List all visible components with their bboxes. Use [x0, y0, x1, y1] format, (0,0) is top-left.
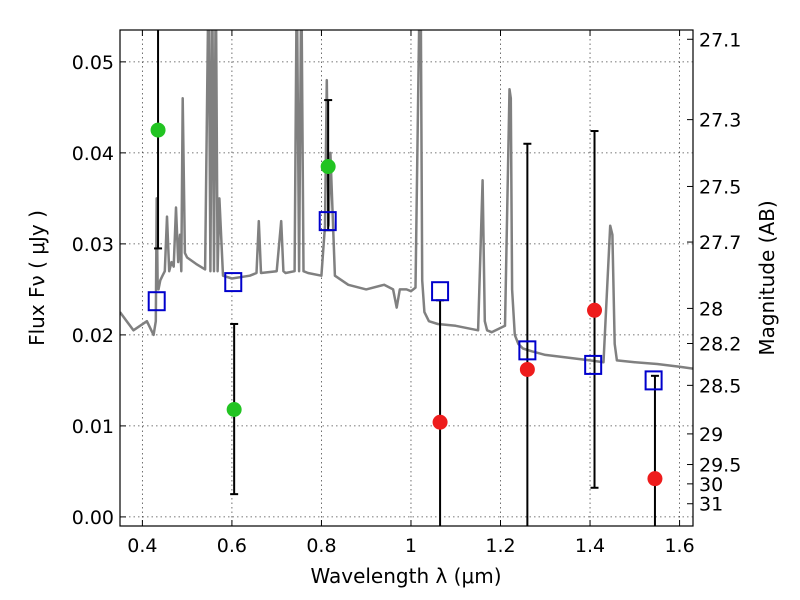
y-tick-label: 0.01 [72, 416, 114, 438]
y-axis-label: Flux Fν ( μJy ) [25, 210, 49, 346]
x-tick-label: 1 [405, 535, 417, 557]
x-axis-label: Wavelength λ (μm) [310, 564, 501, 588]
markers [147, 122, 663, 487]
detected-point [150, 122, 166, 138]
model-photometry-point [318, 211, 337, 232]
y-tick-label: 0.02 [72, 325, 114, 347]
x-tick-label: 1.6 [664, 535, 694, 557]
model-photometry-point [644, 370, 663, 391]
model-photometry-point [584, 354, 603, 375]
model-spectrum-line [120, 30, 693, 370]
y2-axis-label: Magnitude (AB) [755, 200, 779, 355]
y-tick-label: 0.00 [72, 507, 114, 529]
y2-tick-label: 28 [699, 298, 723, 320]
y-tick-label: 0.03 [72, 234, 114, 256]
x-tick-label: 0.8 [306, 535, 336, 557]
x-tick-label: 0.4 [127, 535, 157, 557]
y2-tick-label: 27.3 [699, 110, 741, 132]
y-tick-label: 0.04 [72, 143, 114, 165]
y2-tick-label: 27.5 [699, 176, 741, 198]
y2-tick-label: 31 [699, 494, 723, 516]
upper-limit-point [647, 471, 663, 487]
y2-tick-label: 27.1 [699, 29, 741, 51]
detected-point [226, 402, 242, 418]
y2-tick-label: 29.5 [699, 455, 741, 477]
upper-limit-point [587, 302, 603, 318]
y-tick-label: 0.05 [72, 52, 114, 74]
model-photometry-point [224, 272, 243, 293]
x-tick-label: 0.6 [217, 535, 247, 557]
detected-point [320, 159, 336, 175]
y2-tick-label: 30 [699, 474, 723, 496]
upper-limit-point [519, 361, 535, 377]
x-tick-label: 1.4 [575, 535, 605, 557]
upper-limit-point [432, 414, 448, 430]
y2-tick-label: 29 [699, 424, 723, 446]
y2-tick-label: 27.7 [699, 232, 741, 254]
axis-ticks: 0.4 0.6 0.8 1 1.2 1.4 1.6 0.00 0.01 0.02 0.03 0.04 0… [72, 29, 742, 557]
model-photometry-point [431, 281, 450, 302]
y2-tick-label: 28.2 [699, 333, 741, 355]
model-photometry-point [518, 340, 537, 361]
x-tick-label: 1.2 [485, 535, 515, 557]
y2-tick-label: 28.5 [699, 375, 741, 397]
model-spectrum [120, 30, 693, 370]
model-photometry-point [147, 291, 166, 312]
plot-frame [119, 29, 694, 527]
